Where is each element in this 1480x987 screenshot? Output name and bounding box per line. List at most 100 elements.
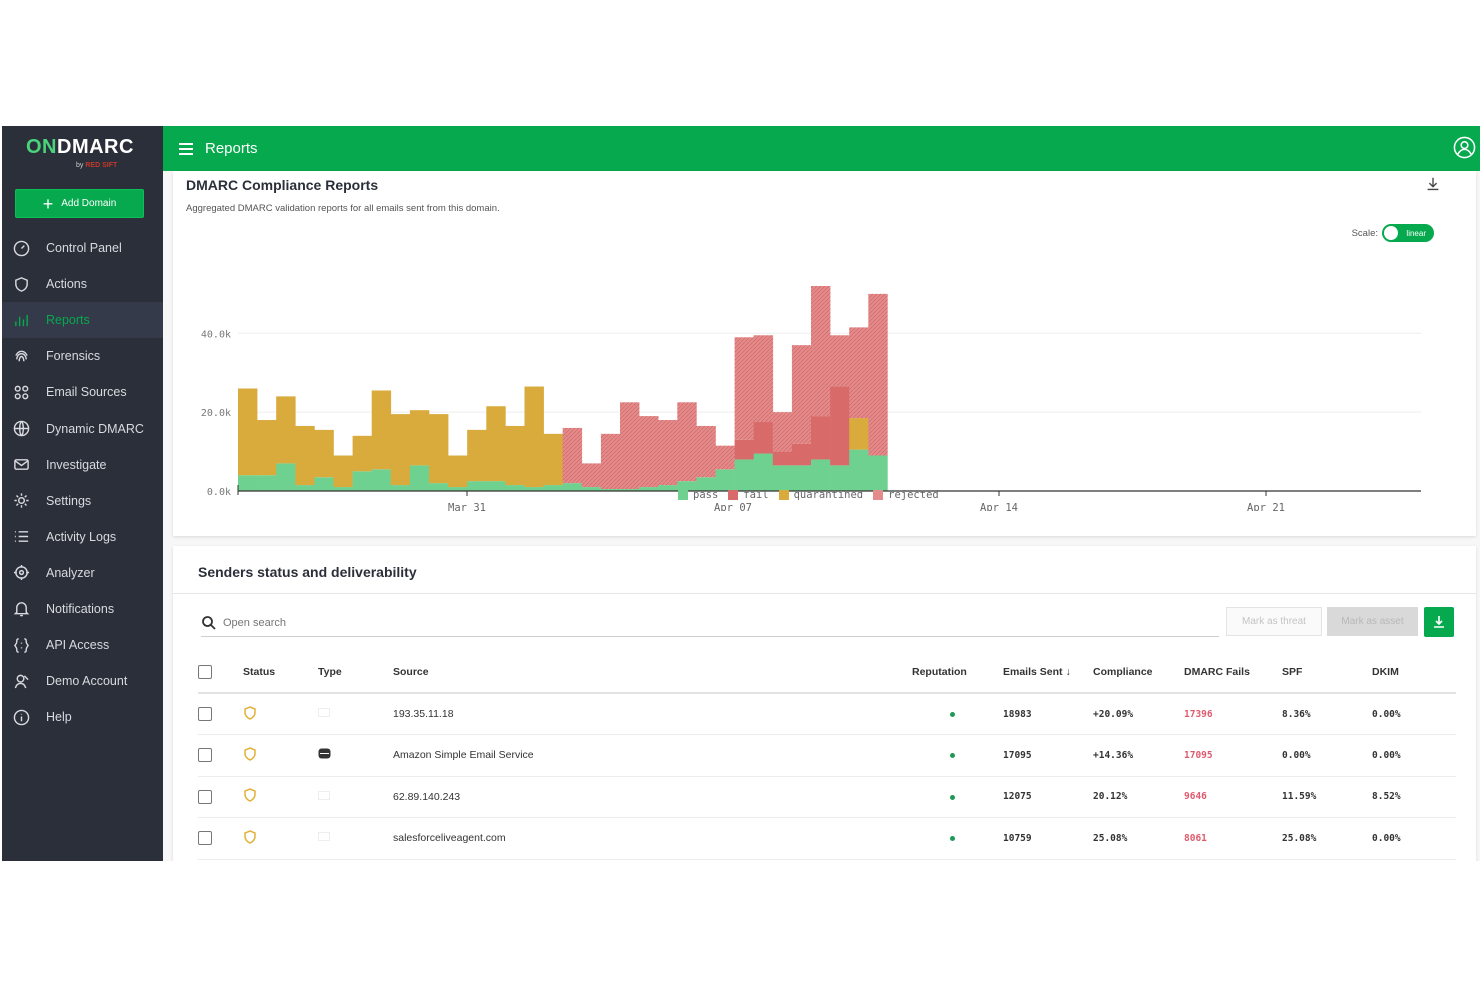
bar-pass[interactable]: [352, 471, 372, 491]
bar-fail[interactable]: [734, 439, 754, 460]
sidebar-item-forensics[interactable]: Forensics: [2, 338, 163, 374]
legend-item-rejected[interactable]: rejected: [873, 489, 939, 501]
bar-rejected[interactable]: [715, 445, 735, 470]
col-dkim[interactable]: DKIM: [1372, 651, 1456, 694]
source-cell[interactable]: 62.89.140.243: [393, 776, 912, 818]
download-icon[interactable]: [1424, 175, 1442, 193]
bar-pass[interactable]: [562, 483, 583, 491]
bar-pass[interactable]: [868, 455, 888, 491]
add-domain-button[interactable]: + Add Domain: [15, 189, 144, 218]
sidebar-item-analyzer[interactable]: Analyzer: [2, 555, 163, 591]
search-input[interactable]: [223, 616, 1123, 629]
bar-rejected[interactable]: [562, 427, 583, 484]
select-all-checkbox[interactable]: [198, 664, 212, 679]
bar-pass[interactable]: [734, 459, 754, 491]
bar-rejected[interactable]: [753, 335, 774, 423]
scale-toggle[interactable]: linear: [1382, 224, 1434, 242]
bar-quarantined[interactable]: [524, 386, 544, 488]
bar-pass[interactable]: [753, 453, 774, 491]
bar-quarantined[interactable]: [390, 414, 411, 486]
bar-rejected[interactable]: [849, 327, 869, 419]
bar-pass[interactable]: [772, 465, 793, 491]
bar-quarantined[interactable]: [333, 455, 353, 488]
mark-as-threat-button[interactable]: Mark as threat: [1226, 607, 1322, 636]
mark-as-asset-button[interactable]: Mark as asset: [1327, 607, 1418, 636]
bar-rejected[interactable]: [581, 463, 602, 488]
col-compliance[interactable]: Compliance: [1093, 651, 1184, 694]
source-cell[interactable]: salesforceliveagent.com: [393, 817, 912, 860]
sidebar-item-investigate[interactable]: Investigate: [2, 447, 163, 483]
bar-quarantined[interactable]: [352, 435, 372, 472]
bar-rejected[interactable]: [658, 420, 678, 486]
bar-fail[interactable]: [753, 422, 774, 454]
bar-quarantined[interactable]: [371, 390, 392, 470]
bar-quarantined[interactable]: [295, 425, 315, 486]
col-type[interactable]: Type: [318, 651, 393, 694]
legend-item-fail[interactable]: fail: [728, 489, 769, 501]
col-source[interactable]: Source: [393, 651, 912, 694]
bar-quarantined[interactable]: [257, 420, 277, 476]
bar-pass[interactable]: [486, 481, 506, 491]
bar-pass[interactable]: [715, 469, 735, 491]
sidebar-item-demo-account[interactable]: Demo Account: [2, 663, 163, 699]
bar-quarantined[interactable]: [486, 406, 506, 482]
bar-pass[interactable]: [581, 487, 602, 491]
bar-pass[interactable]: [448, 487, 468, 491]
sidebar-item-help[interactable]: Help: [2, 699, 163, 735]
menu-icon[interactable]: [179, 142, 193, 155]
table-row[interactable]: salesforceliveagent.com 10759 25.08% 8061 25…: [198, 817, 1456, 860]
bar-pass[interactable]: [333, 487, 353, 491]
bar-pass[interactable]: [505, 485, 525, 491]
sidebar-item-reports[interactable]: Reports: [2, 302, 163, 339]
row-checkbox[interactable]: [198, 748, 212, 763]
row-checkbox[interactable]: [198, 707, 212, 721]
bar-pass[interactable]: [791, 465, 812, 491]
bar-pass[interactable]: [257, 475, 277, 491]
legend-item-quarantined[interactable]: quarantined: [778, 489, 863, 501]
sidebar-item-email-sources[interactable]: Email Sources: [2, 374, 163, 410]
bar-rejected[interactable]: [620, 402, 640, 490]
bar-pass[interactable]: [830, 465, 850, 491]
bar-pass[interactable]: [524, 487, 544, 491]
table-row[interactable]: 193.35.11.18 18983 +20.09% 17396 8.36% 0.00%: [198, 693, 1456, 735]
bar-pass[interactable]: [658, 485, 678, 491]
bar-fail[interactable]: [830, 386, 850, 466]
bar-pass[interactable]: [238, 475, 258, 491]
bar-pass[interactable]: [467, 481, 487, 491]
bar-rejected[interactable]: [830, 335, 850, 387]
bar-pass[interactable]: [409, 465, 430, 491]
row-checkbox[interactable]: [198, 789, 212, 804]
ondmarc-logo[interactable]: ONDMARC by RED SIFT: [26, 136, 146, 180]
bar-rejected[interactable]: [772, 412, 793, 452]
bar-quarantined[interactable]: [238, 388, 258, 476]
bar-pass[interactable]: [295, 485, 315, 491]
bar-pass[interactable]: [371, 469, 392, 491]
bar-pass[interactable]: [620, 489, 640, 491]
bar-pass[interactable]: [543, 485, 563, 491]
bar-pass[interactable]: [276, 463, 296, 491]
bar-fail[interactable]: [772, 451, 793, 466]
sidebar-item-settings[interactable]: Settings: [2, 483, 163, 519]
bar-pass[interactable]: [849, 449, 869, 491]
sidebar-item-actions[interactable]: Actions: [2, 266, 163, 302]
legend-item-pass[interactable]: pass: [678, 489, 718, 501]
user-account-icon[interactable]: [1453, 136, 1476, 159]
bar-quarantined[interactable]: [849, 418, 869, 450]
bar-rejected[interactable]: [868, 293, 888, 456]
bar-rejected[interactable]: [791, 345, 812, 444]
source-cell[interactable]: 193.35.11.18: [393, 693, 912, 735]
col-dmarc-fails[interactable]: DMARC Fails: [1184, 651, 1282, 694]
bar-pass[interactable]: [639, 487, 659, 491]
sidebar-item-api-access[interactable]: API Access: [2, 627, 163, 663]
bar-pass[interactable]: [390, 485, 411, 491]
bar-quarantined[interactable]: [314, 429, 334, 478]
col-reputation[interactable]: Reputation: [912, 651, 1003, 694]
bar-pass[interactable]: [429, 483, 449, 491]
bar-quarantined[interactable]: [429, 414, 449, 484]
bar-rejected[interactable]: [677, 402, 697, 482]
bar-fail[interactable]: [791, 443, 812, 466]
bar-quarantined[interactable]: [543, 433, 563, 486]
bar-rejected[interactable]: [696, 425, 716, 478]
bar-rejected[interactable]: [600, 433, 621, 490]
sidebar-item-control-panel[interactable]: Control Panel: [2, 230, 163, 266]
